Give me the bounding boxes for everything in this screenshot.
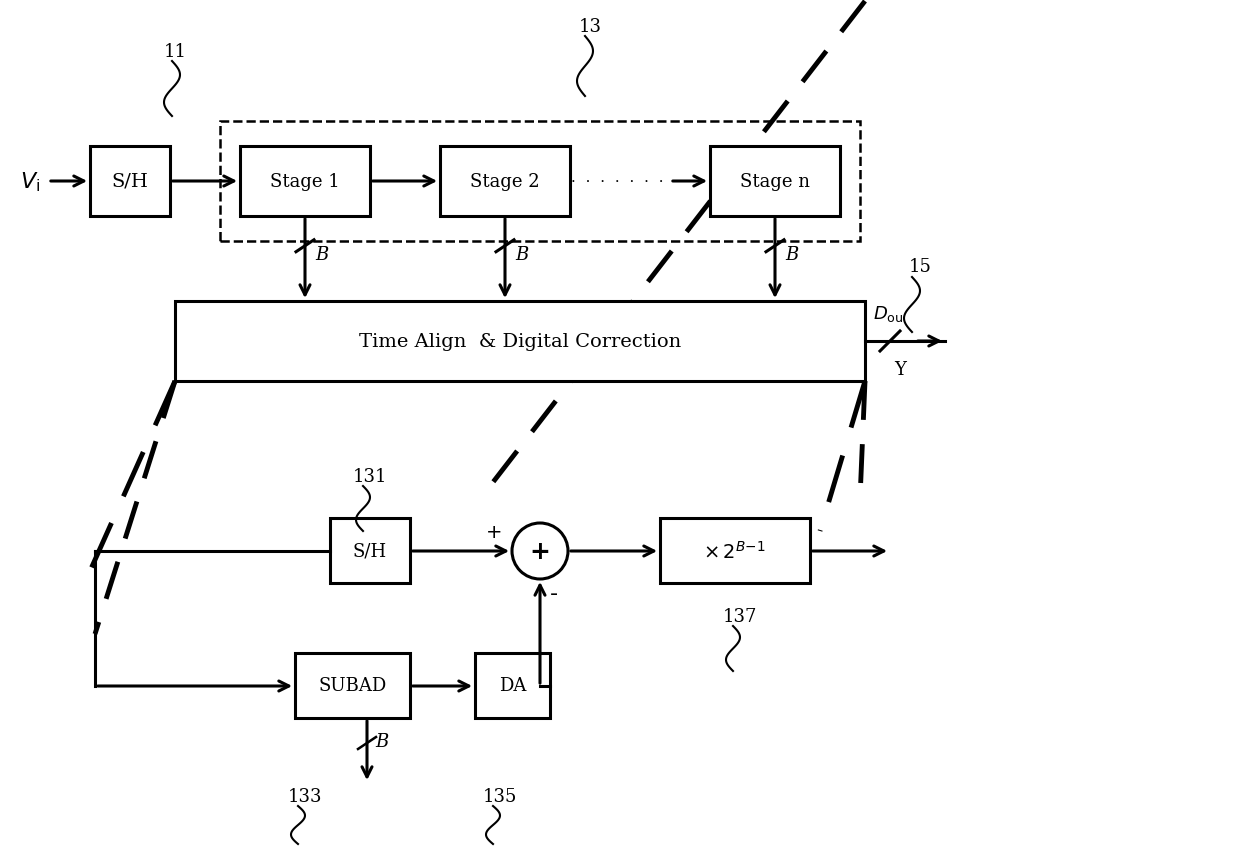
Text: B: B	[515, 245, 528, 263]
Text: +: +	[486, 522, 502, 541]
Text: $V_{\rm i}$: $V_{\rm i}$	[20, 170, 40, 194]
Text: Y: Y	[895, 361, 906, 379]
Bar	[330, 518, 410, 583]
Bar	[221, 122, 860, 242]
Bar	[295, 653, 410, 718]
Text: 135: 135	[483, 787, 517, 805]
Text: B: B	[315, 245, 328, 263]
Text: 137: 137	[722, 607, 757, 625]
Bar	[710, 147, 840, 217]
Text: 11: 11	[164, 43, 187, 61]
Bar	[660, 518, 810, 583]
Text: Stage 1: Stage 1	[270, 173, 339, 191]
Text: 133: 133	[287, 787, 322, 805]
Bar	[475, 653, 550, 718]
Text: 131: 131	[353, 468, 388, 486]
Text: S/H: S/H	[112, 173, 149, 191]
Bar	[90, 147, 170, 217]
Text: ·  ·  ·  ·  ·  ·  ·  ·: · · · · · · · ·	[571, 175, 679, 189]
Text: $D_{\rm ou}$: $D_{\rm ou}$	[873, 304, 903, 324]
Text: SUBAD: SUBAD	[318, 677, 387, 695]
Bar	[240, 147, 370, 217]
Text: Stage n: Stage n	[740, 173, 810, 191]
Text: B: B	[375, 732, 388, 750]
Text: $\times\,2^{B\!-\!1}$: $\times\,2^{B\!-\!1}$	[704, 540, 767, 561]
Text: B: B	[786, 245, 798, 263]
Bar	[175, 301, 865, 381]
Text: 13: 13	[579, 18, 601, 36]
Text: Stage 2: Stage 2	[470, 173, 540, 191]
Text: DA: DA	[499, 677, 527, 695]
Text: Time Align  & Digital Correction: Time Align & Digital Correction	[359, 332, 681, 350]
Bar	[440, 147, 570, 217]
Text: S/H: S/H	[353, 542, 387, 560]
Text: +: +	[529, 539, 550, 563]
Circle shape	[512, 523, 567, 579]
Text: -: -	[550, 583, 558, 604]
Text: 15: 15	[908, 257, 932, 276]
